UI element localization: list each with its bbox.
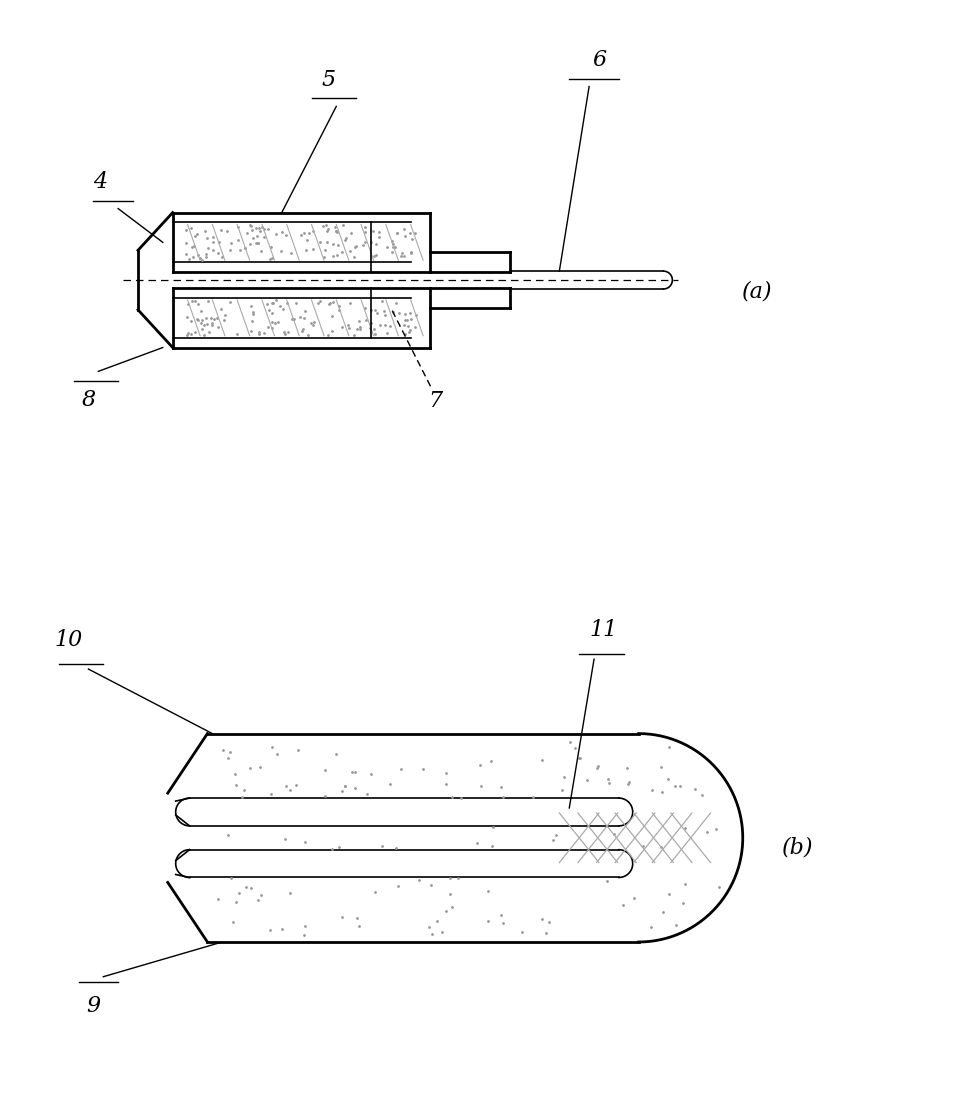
Text: 8: 8: [81, 389, 95, 411]
Text: 11: 11: [589, 620, 617, 642]
Text: 4: 4: [93, 171, 108, 193]
Text: 7: 7: [428, 391, 442, 412]
Text: 6: 6: [591, 48, 606, 70]
Text: (a): (a): [741, 281, 772, 303]
Text: (b): (b): [781, 837, 812, 859]
Text: 9: 9: [86, 995, 101, 1017]
Text: 5: 5: [321, 68, 335, 91]
Text: 10: 10: [54, 630, 82, 652]
